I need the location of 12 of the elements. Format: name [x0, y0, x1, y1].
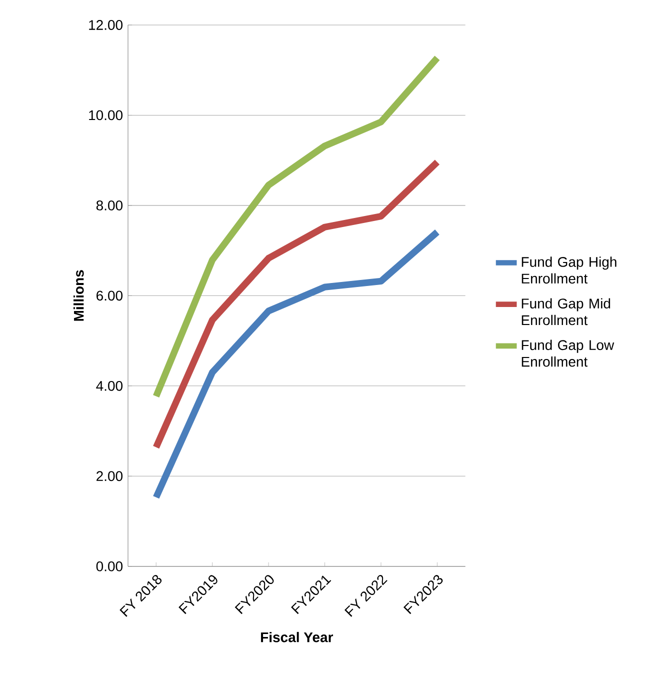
legend-label: Fund Gap Mid Enrollment — [522, 298, 610, 326]
y-axis-title: Millions — [73, 270, 84, 321]
y-tick-label: 12.00 — [89, 20, 123, 30]
y-tick-label: 8.00 — [96, 200, 123, 210]
legend-label: Fund Gap Low Enrollment — [522, 340, 614, 367]
x-axis-title: Fiscal Year — [261, 632, 334, 642]
y-tick-label: 4.00 — [96, 380, 123, 391]
y-tick-label: 6.00 — [96, 290, 123, 301]
legend-label: Fund Gap High Enrollment — [522, 256, 616, 284]
y-tick-label: 10.00 — [89, 110, 123, 120]
y-tick-label: 0.00 — [96, 561, 123, 572]
y-tick-label: 2.00 — [96, 471, 123, 482]
